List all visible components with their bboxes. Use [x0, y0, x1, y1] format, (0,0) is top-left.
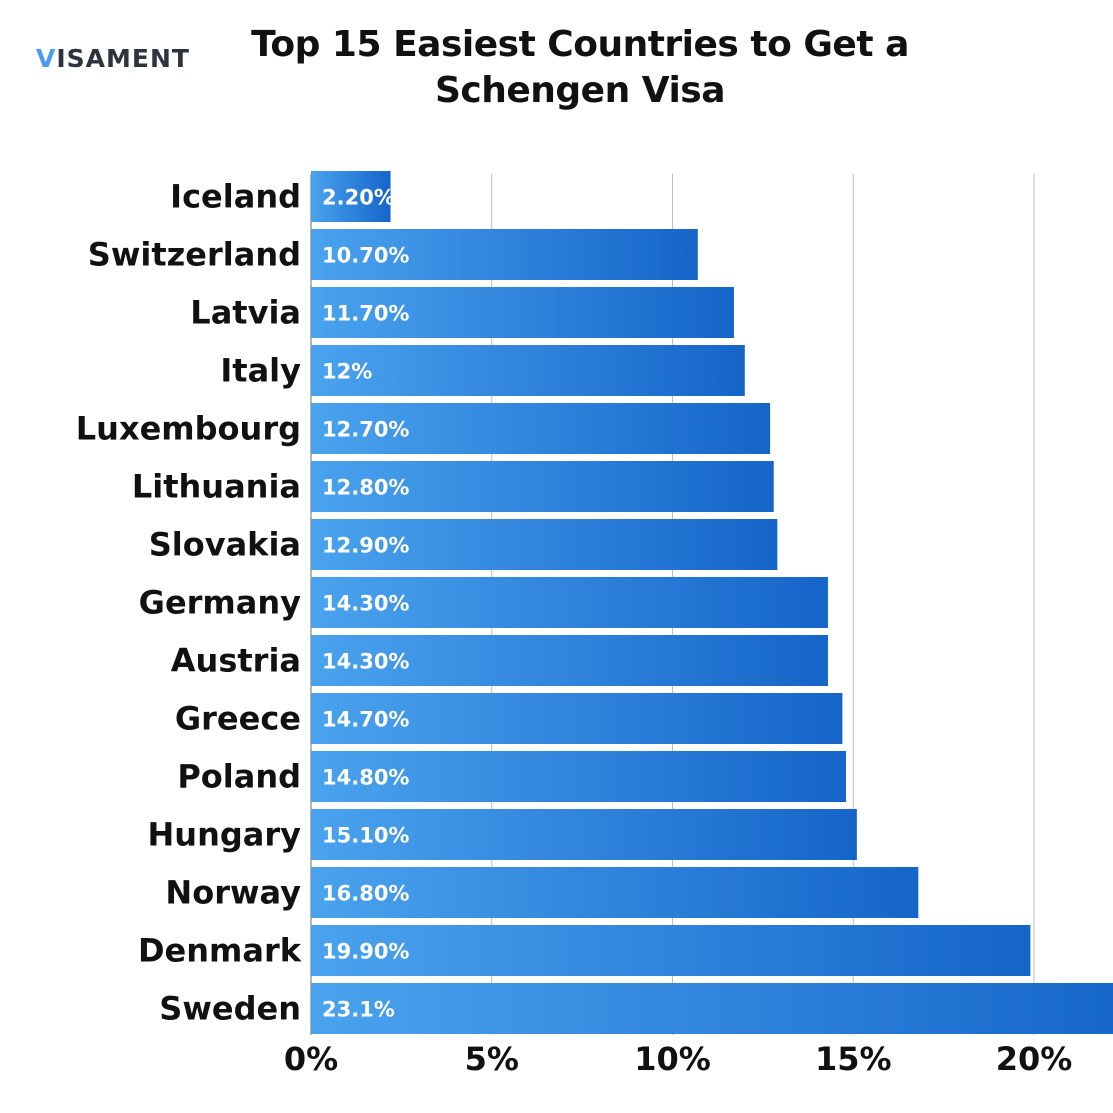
logo-wordmark: ISAMENT	[56, 43, 190, 73]
category-label-poland: Poland	[177, 758, 301, 796]
category-label-hungary: Hungary	[148, 816, 302, 854]
bar-hungary	[311, 809, 857, 860]
value-label-italy: 12%	[322, 360, 372, 384]
value-label-austria: 14.30%	[322, 650, 409, 674]
category-label-austria: Austria	[171, 642, 301, 680]
value-label-slovakia: 12.90%	[322, 534, 409, 558]
logo-text: VISAMENT	[36, 44, 190, 73]
category-label-italy: Italy	[220, 352, 301, 390]
value-label-lithuania: 12.80%	[322, 476, 409, 500]
bar-norway	[311, 867, 919, 918]
brand-logo: VISAMENT	[36, 40, 216, 76]
bar-poland	[311, 751, 847, 802]
value-label-greece: 14.70%	[322, 708, 409, 732]
value-label-poland: 14.80%	[322, 766, 409, 790]
x-tick-label-20: 20%	[996, 1040, 1073, 1078]
category-label-denmark: Denmark	[138, 932, 302, 970]
bar-slovakia	[311, 519, 778, 570]
bar-denmark	[311, 925, 1031, 976]
bar-austria	[311, 635, 828, 686]
bar-switzerland	[311, 229, 698, 280]
value-label-latvia: 11.70%	[322, 302, 409, 326]
value-label-luxembourg: 12.70%	[322, 418, 409, 442]
x-tick-label-15: 15%	[815, 1040, 892, 1078]
value-label-germany: 14.30%	[322, 592, 409, 616]
value-label-switzerland: 10.70%	[322, 244, 409, 268]
chart-title: Top 15 Easiest Countries to Get a Scheng…	[251, 24, 909, 111]
x-tick-label-0: 0%	[284, 1040, 338, 1078]
value-label-iceland: 2.20%	[322, 186, 395, 210]
bars: 2.20% 10.70% 11.70% 12% 12.70% 12.80% 12.90% 14…	[311, 171, 1113, 1034]
category-label-sweden: Sweden	[159, 990, 301, 1028]
bar-italy	[311, 345, 745, 396]
value-label-denmark: 19.90%	[322, 940, 409, 964]
bar-germany	[311, 577, 828, 628]
bar-greece	[311, 693, 843, 744]
bar-latvia	[311, 287, 734, 338]
category-label-iceland: Iceland	[170, 178, 301, 216]
x-axis-ticks: 0% 5% 10% 15% 20%	[284, 1040, 1072, 1078]
value-label-sweden: 23.1%	[322, 998, 395, 1022]
bar-sweden	[311, 983, 1113, 1034]
category-labels: Iceland Switzerland Latvia Italy Luxembourg L…	[76, 178, 302, 1028]
category-label-germany: Germany	[139, 584, 301, 622]
category-label-latvia: Latvia	[190, 294, 301, 332]
category-label-switzerland: Switzerland	[88, 236, 301, 274]
bar-luxembourg	[311, 403, 771, 454]
value-label-hungary: 15.10%	[322, 824, 409, 848]
x-tick-label-10: 10%	[634, 1040, 711, 1078]
logo-v-letter: V	[36, 43, 57, 73]
category-label-lithuania: Lithuania	[132, 468, 301, 506]
bar-iceland	[311, 171, 391, 222]
category-label-slovakia: Slovakia	[149, 526, 301, 564]
value-label-norway: 16.80%	[322, 882, 409, 906]
bar-lithuania	[311, 461, 774, 512]
category-label-luxembourg: Luxembourg	[76, 410, 301, 448]
category-label-norway: Norway	[165, 874, 301, 912]
x-tick-label-5: 5%	[465, 1040, 519, 1078]
category-label-greece: Greece	[175, 700, 301, 738]
